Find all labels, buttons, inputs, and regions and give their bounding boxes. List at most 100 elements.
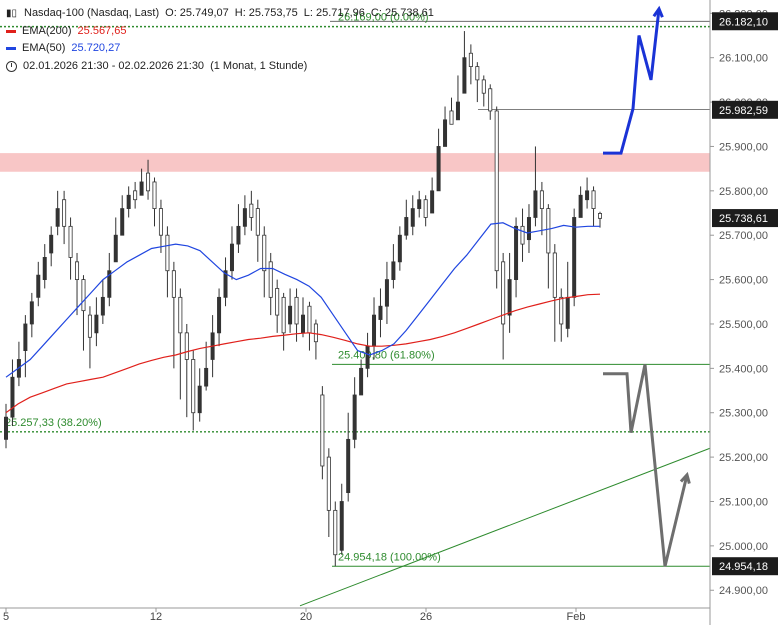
- candle-body: [585, 190, 590, 201]
- candle-body: [430, 190, 435, 214]
- candle-body: [533, 190, 538, 218]
- candle: [488, 84, 493, 120]
- candle: [475, 62, 480, 103]
- candle: [578, 186, 583, 218]
- candle-body: [468, 52, 473, 67]
- symbol-name: Nasdaq-100 (Nasdaq, Last): [24, 7, 160, 19]
- candle: [494, 106, 499, 289]
- candle-body: [4, 416, 9, 440]
- candle: [526, 204, 531, 253]
- candle-body: [436, 146, 441, 192]
- candle-body: [365, 345, 370, 369]
- date-range: 02.01.2026 21:30 - 02.02.2026 21:30: [23, 59, 205, 72]
- candle-body: [204, 367, 209, 387]
- y-tick-label: 25.500,00: [719, 319, 768, 331]
- candle-body: [339, 501, 344, 551]
- candle: [204, 341, 209, 391]
- candle: [68, 217, 73, 280]
- price-tag-bg: [712, 12, 778, 31]
- candle: [481, 75, 486, 107]
- candle-body: [326, 456, 331, 511]
- candle: [249, 190, 254, 231]
- candle-body: [352, 394, 357, 440]
- candle: [100, 279, 105, 324]
- candle: [430, 177, 435, 214]
- candle-body: [23, 323, 28, 351]
- candle: [552, 244, 557, 342]
- candle-body: [49, 234, 54, 254]
- bull-arrow-head: [652, 5, 664, 18]
- candle-body: [68, 225, 73, 258]
- candle: [294, 288, 299, 342]
- candle-body: [178, 296, 183, 334]
- candle: [4, 403, 9, 449]
- candle: [49, 226, 54, 267]
- candle-body: [333, 509, 338, 556]
- low-value: L: 25.717,96: [303, 7, 365, 19]
- ema50-swatch: [6, 47, 16, 51]
- candle-body: [462, 57, 467, 94]
- candle: [36, 261, 41, 307]
- candle: [94, 297, 99, 347]
- candle-body: [126, 194, 131, 209]
- candle: [81, 275, 86, 351]
- candle: [146, 159, 151, 200]
- candle-body: [300, 314, 305, 334]
- candle-body: [255, 208, 260, 236]
- candle: [565, 261, 570, 338]
- candle: [533, 146, 538, 227]
- candle: [501, 252, 506, 360]
- candle: [468, 44, 473, 85]
- candle-body: [113, 234, 118, 263]
- candle: [417, 190, 422, 218]
- candle-body: [281, 296, 286, 334]
- candle: [242, 195, 247, 236]
- candle-body: [514, 225, 519, 280]
- y-tick-label: 25.700,00: [719, 230, 768, 242]
- candle: [443, 106, 448, 147]
- candle: [236, 204, 241, 253]
- candle-body: [100, 296, 105, 316]
- candle: [572, 208, 577, 307]
- candle-body: [29, 301, 34, 325]
- high-value: H: 25.753,75: [234, 7, 298, 19]
- candle-body: [197, 385, 202, 414]
- candle-body: [572, 217, 577, 298]
- candle: [378, 288, 383, 338]
- candle-body: [417, 199, 422, 209]
- candle-body: [107, 270, 112, 298]
- candle-body: [288, 305, 293, 325]
- candle: [197, 368, 202, 422]
- candle: [152, 177, 157, 227]
- ema50-label: EMA(50): [22, 42, 66, 54]
- candle: [598, 211, 603, 228]
- ema200-line: [5, 293, 601, 414]
- candle-body: [559, 296, 564, 325]
- bear-arrow-head: [679, 471, 691, 484]
- candle: [539, 181, 544, 236]
- candle-body: [307, 305, 312, 334]
- price-tag-bg: [712, 557, 778, 576]
- candle: [139, 168, 144, 196]
- candle: [158, 199, 163, 253]
- legend-range-row: 02.01.2026 21:30 - 02.02.2026 21:30 (1 M…: [6, 58, 440, 76]
- candle-body: [404, 217, 409, 236]
- price-tag-label: 26.182,10: [719, 16, 768, 28]
- candle-body: [268, 261, 273, 298]
- price-tag-bg: [712, 100, 778, 119]
- candle-body: [578, 194, 583, 218]
- candle-body: [501, 261, 506, 325]
- ema200-label: EMA(200): [22, 24, 72, 37]
- candle-body: [410, 208, 415, 227]
- legend-ema50-row: EMA(50) 25.720,27: [6, 40, 440, 58]
- candle-body: [191, 359, 196, 414]
- candle: [16, 341, 21, 387]
- y-tick-label: 25.000,00: [719, 541, 768, 553]
- label-fib-382: 25.257,33 (38.20%): [5, 417, 102, 429]
- candle-body: [165, 234, 170, 272]
- candle-body: [539, 190, 544, 209]
- candle-body: [120, 208, 125, 236]
- candle: [184, 323, 189, 418]
